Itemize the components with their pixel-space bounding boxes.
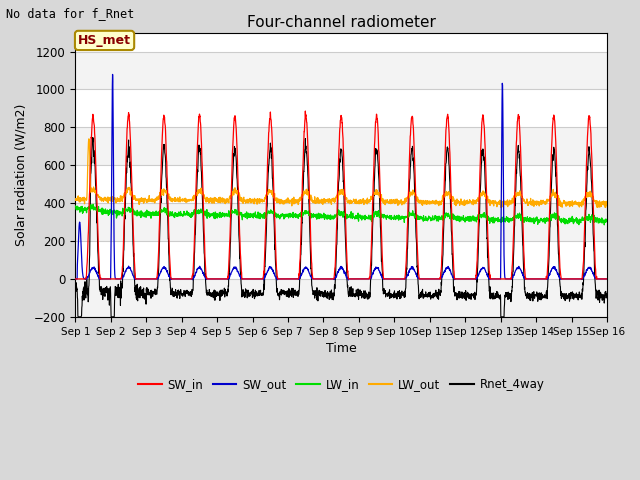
Bar [76, 127, 607, 165]
Bar [76, 203, 607, 241]
X-axis label: Time: Time [326, 342, 356, 355]
Text: HS_met: HS_met [78, 34, 131, 47]
Bar [76, 279, 607, 317]
Text: No data for f_Rnet: No data for f_Rnet [6, 7, 134, 20]
Bar [76, 51, 607, 89]
Y-axis label: Solar radiation (W/m2): Solar radiation (W/m2) [15, 104, 28, 246]
Legend: SW_in, SW_out, LW_in, LW_out, Rnet_4way: SW_in, SW_out, LW_in, LW_out, Rnet_4way [133, 374, 549, 396]
Title: Four-channel radiometer: Four-channel radiometer [247, 15, 436, 30]
